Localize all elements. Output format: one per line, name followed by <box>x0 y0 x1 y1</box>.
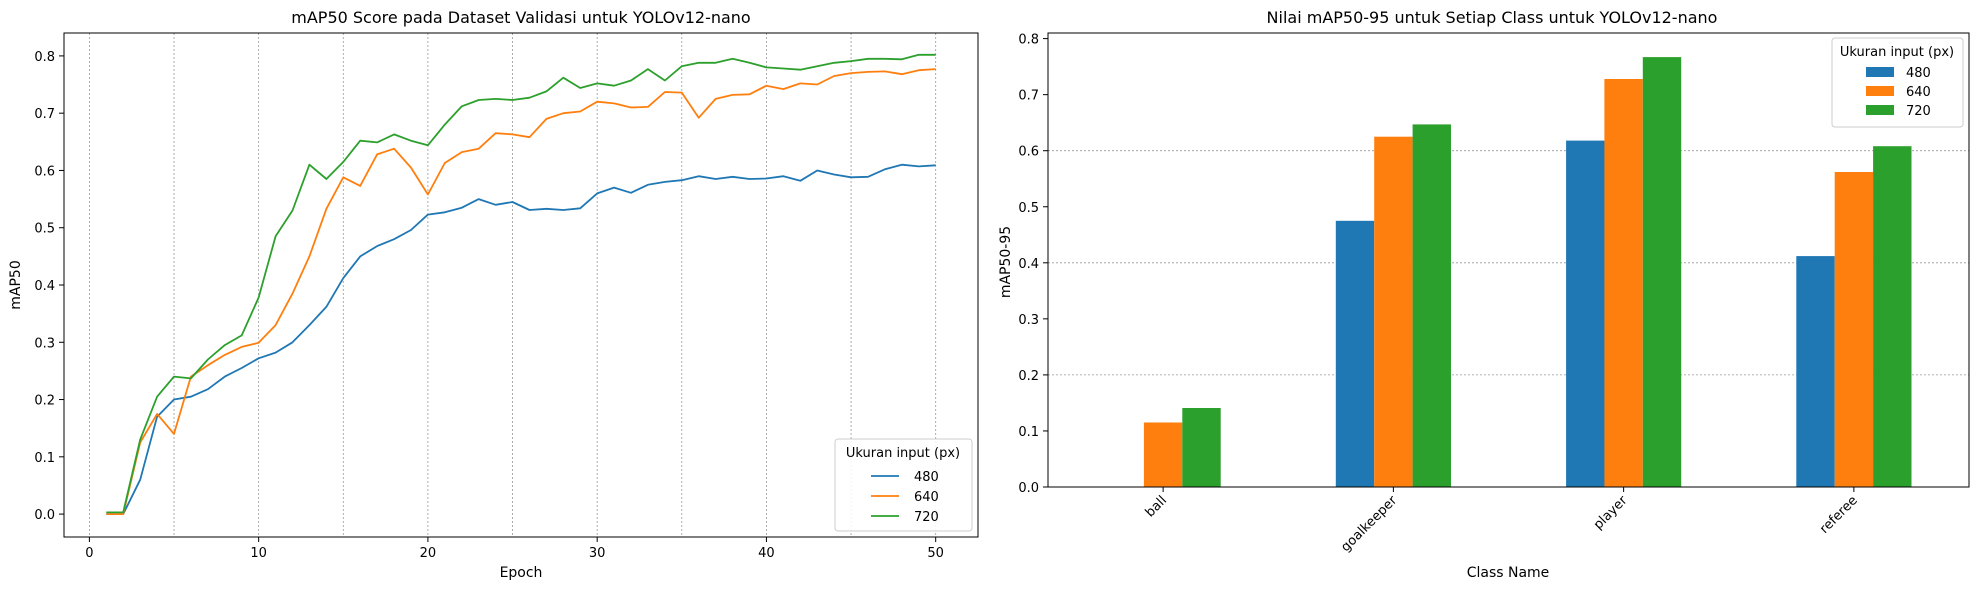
legend-swatch-720 <box>1866 105 1894 115</box>
legend-label-720: 720 <box>1906 104 1931 119</box>
bar-chart-y-axis-label: mAP50-95 <box>998 226 1014 298</box>
y-tick-label: 0.6 <box>1018 145 1039 160</box>
bar-ball-720 <box>1182 408 1221 487</box>
legend-label-640: 640 <box>1906 85 1931 100</box>
line-chart-legend-title: Ukuran input (px) <box>846 446 960 461</box>
x-tick-label: 10 <box>250 546 267 561</box>
y-tick-label: 0.5 <box>1018 201 1039 216</box>
y-tick-label: 0.7 <box>1018 89 1039 104</box>
x-tick-label: 30 <box>589 546 606 561</box>
line-chart: mAP50 Score pada Dataset Validasi untuk … <box>8 8 979 581</box>
y-tick-label: 0.0 <box>1018 481 1039 496</box>
bar-player-640 <box>1604 79 1643 487</box>
line-chart-legend: Ukuran input (px) 480 640 720 <box>834 438 973 532</box>
y-tick-label: 0.2 <box>34 394 55 409</box>
y-tick-label: 0.2 <box>1018 369 1039 384</box>
bar-chart-x-axis-label: Class Name <box>1467 565 1550 581</box>
series-line-480 <box>106 163 936 515</box>
bar-player-480 <box>1566 140 1605 487</box>
y-tick-label: 0.5 <box>34 222 55 237</box>
x-tick-label: 50 <box>927 546 944 561</box>
bar-ball-640 <box>1143 422 1183 487</box>
y-tick-label: 0.0 <box>34 508 55 523</box>
legend-label-640: 640 <box>914 490 939 505</box>
y-tick-label: 0.6 <box>34 164 55 179</box>
y-tick-label: 0.3 <box>34 336 55 351</box>
y-tick-label: 0.4 <box>34 279 55 294</box>
y-tick-label: 0.1 <box>1018 425 1039 440</box>
bar-goalkeeper-640 <box>1374 136 1413 487</box>
series-line-720 <box>106 53 936 514</box>
bar-chart-legend: Ukuran input (px) 480 640 720 <box>1831 37 1964 128</box>
x-tick-label: 40 <box>758 546 775 561</box>
bar-chart-plot-frame <box>1047 32 1970 488</box>
y-tick-label: 0.3 <box>1018 313 1039 328</box>
bar-referee-720 <box>1873 146 1912 487</box>
y-tick-label: 0.4 <box>1018 257 1039 272</box>
legend-swatch-640 <box>1866 86 1894 96</box>
line-chart-title: mAP50 Score pada Dataset Validasi untuk … <box>291 8 750 27</box>
bar-goalkeeper-720 <box>1412 124 1451 488</box>
bar-chart-legend-title: Ukuran input (px) <box>1840 45 1954 60</box>
x-tick-label: 20 <box>420 546 437 561</box>
y-tick-label: 0.8 <box>1018 33 1039 48</box>
line-chart-y-axis-label: mAP50 <box>8 260 24 309</box>
legend-label-480: 480 <box>1906 66 1931 81</box>
legend-label-720: 720 <box>914 510 939 525</box>
series-line-640 <box>106 68 936 515</box>
x-tick-label: 0 <box>85 546 93 561</box>
bar-referee-480 <box>1796 256 1835 487</box>
bar-referee-640 <box>1834 172 1874 487</box>
bar-chart-title: Nilai mAP50-95 untuk Setiap Class untuk … <box>1267 8 1718 27</box>
y-tick-label: 0.8 <box>34 50 55 65</box>
legend-label-480: 480 <box>914 470 939 485</box>
bar-goalkeeper-480 <box>1335 220 1375 488</box>
y-tick-label: 0.7 <box>34 107 55 122</box>
legend-swatch-480 <box>1866 67 1894 77</box>
bar-player-720 <box>1642 57 1682 487</box>
y-tick-label: 0.1 <box>34 451 55 466</box>
line-chart-x-axis-label: Epoch <box>500 565 543 581</box>
